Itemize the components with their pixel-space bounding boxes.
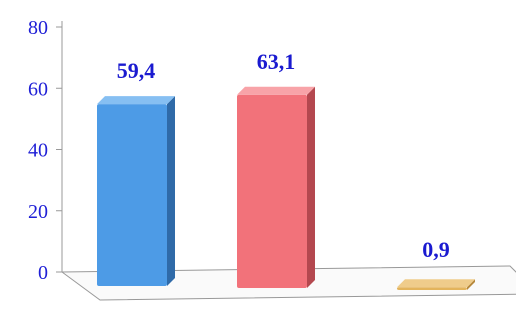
data-label: 59,4: [117, 58, 156, 83]
data-label: 0,9: [422, 237, 450, 262]
bar-front: [97, 104, 167, 287]
y-tick-label: 20: [28, 201, 48, 223]
bar-side: [467, 279, 475, 290]
bar: [97, 96, 175, 287]
bar-top: [397, 279, 475, 288]
y-tick-label: 0: [38, 262, 48, 284]
bar-front: [397, 287, 467, 290]
y-tick-label: 60: [28, 78, 48, 100]
bar: [397, 279, 475, 290]
y-tick-labels: 0 20 40 60 80: [28, 17, 48, 284]
y-tick-label: 80: [28, 17, 48, 39]
bar-top: [97, 96, 175, 105]
bar-side: [307, 86, 315, 288]
data-labels: 59,4 63,1 0,9: [117, 49, 450, 262]
bar-top: [237, 86, 315, 95]
bars: [97, 86, 475, 290]
bar-front: [237, 94, 307, 288]
y-axis: [56, 21, 63, 273]
data-label: 63,1: [257, 49, 296, 74]
bar-side: [167, 96, 175, 287]
y-tick-label: 40: [28, 140, 48, 162]
bar: [237, 86, 315, 288]
